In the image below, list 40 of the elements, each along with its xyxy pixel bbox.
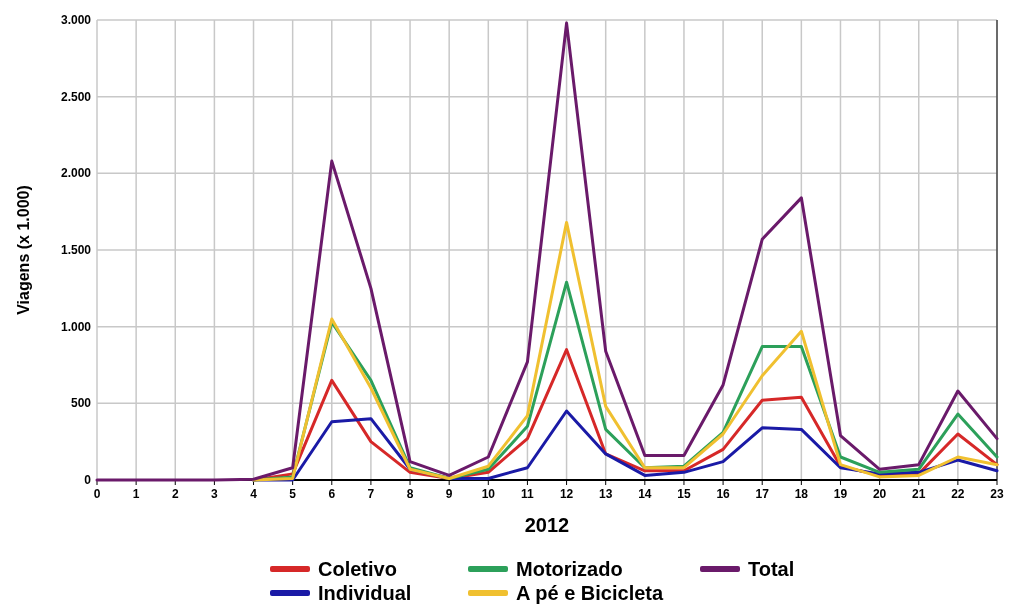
x-tick-label: 13 xyxy=(599,487,613,501)
y-tick-label: 3.000 xyxy=(60,13,92,27)
legend-label: Individual xyxy=(318,582,412,604)
x-tick-label: 16 xyxy=(716,487,731,501)
legend-label: Motorizado xyxy=(516,558,623,580)
x-tick-label: 17 xyxy=(755,487,770,501)
x-tick-label: 6 xyxy=(328,487,336,501)
legend-label: Total xyxy=(748,558,795,580)
x-tick-label: 15 xyxy=(677,487,691,501)
x-tick-label: 11 xyxy=(521,487,535,501)
line-series xyxy=(252,220,999,482)
x-tick-label: 21 xyxy=(912,487,926,501)
x-tick-label: 0 xyxy=(93,487,101,501)
x-tick-label: 18 xyxy=(794,487,809,501)
y-tick-label: 2.500 xyxy=(60,89,92,104)
x-tick-label: 2 xyxy=(171,487,179,501)
x-tick-label: 14 xyxy=(638,487,652,501)
x-tick-label: 4 xyxy=(250,487,258,501)
x-tick-label: 3 xyxy=(211,487,219,501)
x-tick-label: 19 xyxy=(833,487,848,501)
x-tick-label: 5 xyxy=(289,487,297,501)
x-tick-label: 7 xyxy=(367,487,375,501)
y-tick-label: 0 xyxy=(84,473,92,487)
y-tick-label: 2.000 xyxy=(60,166,92,181)
line-series xyxy=(95,21,999,482)
x-tick-label: 20 xyxy=(872,487,887,501)
y-axis-title: Viagens (x 1.000) xyxy=(15,185,32,315)
x-tick-label: 9 xyxy=(445,487,453,501)
y-tick-label: 1.500 xyxy=(60,243,92,257)
x-tick-label: 8 xyxy=(406,487,414,501)
x-tick-label: 12 xyxy=(559,487,574,501)
y-tick-label: 1.000 xyxy=(60,319,92,334)
x-tick-label: 23 xyxy=(990,487,1004,501)
x-axis-title: 2012 xyxy=(524,514,570,536)
x-tick-label: 10 xyxy=(481,487,496,501)
x-tick-label: 1 xyxy=(132,487,140,501)
legend-label: A pé e Bicicleta xyxy=(516,582,664,604)
x-tick-label: 22 xyxy=(951,487,965,501)
y-tick-label: 500 xyxy=(70,396,92,411)
legend-label: Coletivo xyxy=(318,558,397,580)
